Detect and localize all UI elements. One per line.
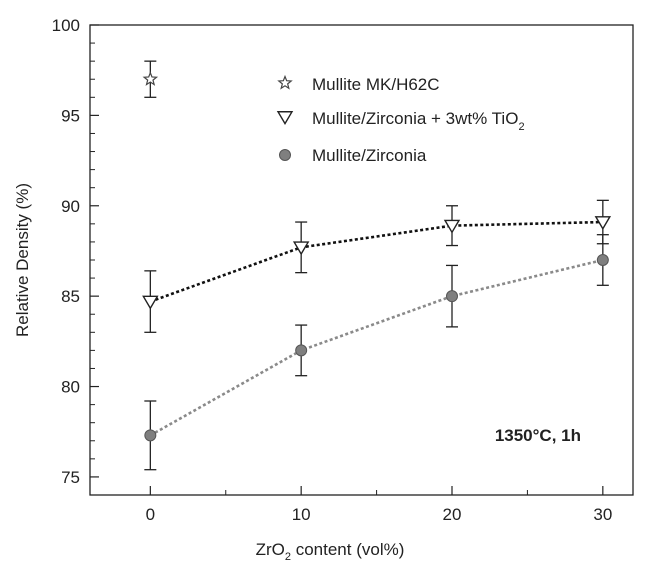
y-tick-label: 90 bbox=[61, 197, 80, 216]
x-tick-label: 10 bbox=[292, 505, 311, 524]
data-point-circle bbox=[144, 429, 157, 442]
x-tick-label: 30 bbox=[593, 505, 612, 524]
data-point-triangle bbox=[142, 295, 159, 310]
legend-marker-triangle bbox=[276, 111, 294, 126]
legend-circle-shape bbox=[279, 149, 291, 161]
series-1-line bbox=[149, 220, 603, 303]
legend-label-mullite-mk: Mullite MK/H62C bbox=[312, 75, 440, 94]
legend: Mullite MK/H62C Mullite/Zirconia + 3wt% … bbox=[276, 74, 525, 165]
legend-marker-star bbox=[277, 74, 293, 90]
legend-label-mullite-zirconia: Mullite/Zirconia bbox=[312, 146, 427, 165]
legend-star-shape bbox=[277, 74, 293, 90]
data-point-circle bbox=[596, 254, 609, 266]
y-axis-title: Relative Density (%) bbox=[13, 183, 32, 337]
chart-annotation: 1350°C, 1h bbox=[495, 426, 581, 445]
data-point-star bbox=[142, 71, 159, 86]
legend-label-mullite-zirconia-tio2: Mullite/Zirconia + 3wt% TiO2 bbox=[312, 109, 525, 133]
y-tick-label: 80 bbox=[61, 378, 80, 397]
x-tick-label: 20 bbox=[443, 505, 462, 524]
data-point-triangle bbox=[594, 216, 612, 231]
x-tick-label: 0 bbox=[146, 505, 155, 524]
y-tick-label: 85 bbox=[61, 287, 80, 306]
x-axis-title: ZrO2 content (vol%) bbox=[256, 540, 405, 563]
series-2-line bbox=[149, 258, 604, 437]
data-point-triangle bbox=[443, 219, 461, 234]
data-point-triangle bbox=[292, 241, 310, 256]
y-tick-label: 100 bbox=[52, 16, 80, 35]
y-tick-label: 75 bbox=[61, 468, 80, 487]
y-tick-label: 95 bbox=[61, 106, 80, 125]
data-point-circle bbox=[446, 290, 458, 303]
legend-marker-circle bbox=[279, 149, 291, 161]
data-point-circle bbox=[295, 344, 308, 357]
legend-triangle-shape bbox=[276, 111, 294, 126]
